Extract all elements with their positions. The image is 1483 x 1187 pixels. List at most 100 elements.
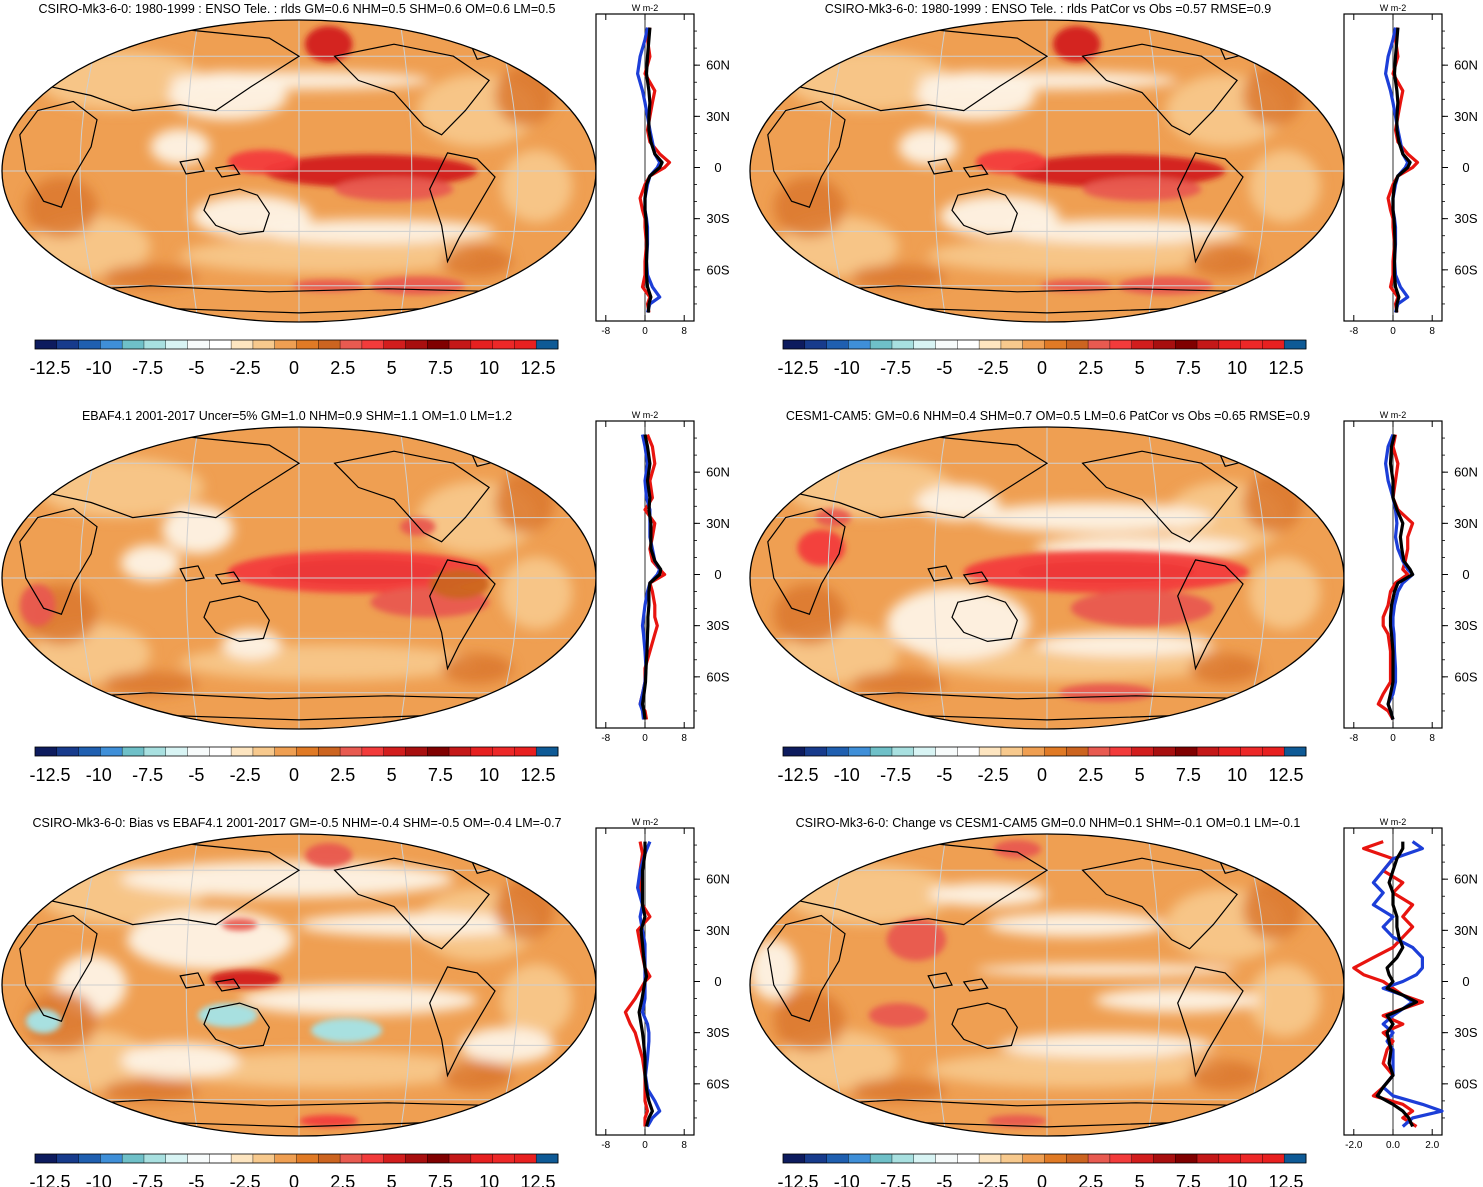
colorbar-swatch [361, 340, 385, 349]
colorbar-swatch [470, 747, 494, 756]
colorbar-swatch [1218, 747, 1242, 756]
colorbar-label: 12.5 [520, 358, 555, 378]
colorbar-swatch [957, 1154, 980, 1163]
colorbar-swatch [187, 747, 210, 756]
colorbar-swatch [165, 1154, 189, 1163]
colorbar-swatch [935, 747, 958, 756]
profile-ytick-label: 30N [1454, 109, 1478, 124]
panel-title: CSIRO-Mk3-6-0: Change vs CESM1-CAM5 GM=0… [796, 816, 1301, 830]
colorbar-label: -7.5 [880, 765, 911, 785]
panel-6: CSIRO-Mk3-6-0: Change vs CESM1-CAM5 GM=0… [749, 816, 1478, 1187]
colorbar-swatch [100, 340, 123, 349]
profile-ytick-label: 0 [1462, 160, 1469, 175]
profile-series-black [643, 27, 664, 313]
colorbar-swatch [1109, 1154, 1133, 1163]
colorbar-swatch [383, 340, 406, 349]
colorbar-label: 2.5 [330, 1172, 355, 1187]
colorbar-swatch [56, 747, 80, 756]
colorbar-swatch [100, 747, 123, 756]
profile-ytick-label: 0 [1462, 567, 1469, 582]
colorbar-swatch [1000, 1154, 1024, 1163]
colorbar-swatch [143, 747, 167, 756]
colorbar-swatch [492, 340, 515, 349]
map-gridlines [750, 834, 1344, 1136]
colorbar-label: -12.5 [777, 358, 818, 378]
colorbar: -12.5 -10 -7.5 -5 -2.5 0 2.5 5 7.5 10 12.5 [777, 339, 1307, 378]
map-gridlines [750, 20, 1344, 322]
colorbar-label: -10 [86, 1172, 112, 1187]
profile-ytick-label: 30N [706, 516, 730, 531]
colorbar: -12.5 -10 -7.5 -5 -2.5 0 2.5 5 7.5 10 12.5 [29, 746, 559, 785]
colorbar-label: -2.5 [230, 358, 261, 378]
colorbar-swatch [1153, 340, 1176, 349]
colorbar-label: 0 [289, 765, 299, 785]
colorbar-label: 12.5 [520, 765, 555, 785]
colorbar-swatch [340, 1154, 363, 1163]
colorbar-swatch [1109, 340, 1133, 349]
profile-ytick-label: 30S [1454, 211, 1477, 226]
profile-ytick-label: 30N [706, 109, 730, 124]
colorbar-swatch [783, 747, 806, 756]
profile-ytick-label: 0 [714, 160, 721, 175]
colorbar-swatch [1088, 340, 1111, 349]
profile-xtick-label: 8 [681, 326, 687, 337]
panel-3: EBAF4.1 2001-2017 Uncer=5% GM=1.0 NHM=0.… [1, 409, 730, 785]
colorbar-swatch [361, 1154, 385, 1163]
panel-title: EBAF4.1 2001-2017 Uncer=5% GM=1.0 NHM=0.… [82, 409, 512, 423]
zonal-profile: W m-2 60N 30N 0 30S 60S -8 0 8 [595, 410, 730, 744]
colorbar-label: 0 [1037, 1172, 1047, 1187]
colorbar-label: 5 [387, 358, 397, 378]
profile-ytick-label: 60S [1454, 669, 1477, 684]
colorbar-swatch [514, 1154, 537, 1163]
zonal-profile: W m-2 60N 30N 0 30S 60S -8 0 8 [1343, 410, 1478, 744]
colorbar-swatch [35, 340, 58, 349]
colorbar-label: 5 [1135, 358, 1145, 378]
map [749, 19, 1345, 323]
colorbar-swatch [470, 1154, 494, 1163]
colorbar-swatch [1240, 747, 1263, 756]
colorbar-swatch [783, 1154, 806, 1163]
colorbar-swatch [209, 1154, 232, 1163]
colorbar-label: -5 [936, 358, 952, 378]
colorbar-swatch [1262, 1154, 1285, 1163]
colorbar-swatch [1000, 340, 1024, 349]
colorbar-swatch [1044, 340, 1067, 349]
colorbar-swatch [252, 340, 276, 349]
colorbar-label: 5 [387, 1172, 397, 1187]
colorbar-swatch [1218, 1154, 1242, 1163]
colorbar-swatch [470, 340, 494, 349]
colorbar-swatch [35, 1154, 58, 1163]
profile-xtick-label: -8 [1349, 733, 1358, 744]
profile-ytick-label: 30S [1454, 1025, 1477, 1040]
colorbar-swatch [848, 1154, 871, 1163]
profile-unit: W m-2 [1380, 817, 1407, 827]
profile-ytick-label: 30N [706, 923, 730, 938]
colorbar-swatch [1153, 747, 1176, 756]
colorbar-label: 2.5 [330, 358, 355, 378]
colorbar-swatch [143, 1154, 167, 1163]
profile-series-black [637, 841, 655, 1127]
colorbar-swatch [826, 340, 849, 349]
colorbar-label: -12.5 [777, 1172, 818, 1187]
colorbar-swatch [1044, 747, 1067, 756]
colorbar-swatch [1022, 340, 1045, 349]
profile-series-black [1375, 841, 1419, 1128]
colorbar-label: 12.5 [520, 1172, 555, 1187]
colorbar-swatch [957, 747, 980, 756]
colorbar-swatch [935, 1154, 958, 1163]
profile-ytick-label: 0 [714, 974, 721, 989]
panel-title: CSIRO-Mk3-6-0: 1980-1999 : ENSO Tele. : … [39, 2, 556, 16]
colorbar-swatch [826, 1154, 849, 1163]
map-gridlines [2, 834, 596, 1136]
colorbar-label: -10 [834, 765, 860, 785]
colorbar-swatch [449, 1154, 472, 1163]
profile-xtick-label: 0 [642, 326, 648, 337]
colorbar-swatch [78, 1154, 101, 1163]
profile-ytick-label: 60S [1454, 262, 1477, 277]
profile-series-black [1386, 434, 1415, 720]
colorbar-label: 12.5 [1268, 765, 1303, 785]
colorbar-swatch [252, 747, 276, 756]
profile-xtick-label: -8 [601, 733, 610, 744]
colorbar-swatch [231, 747, 254, 756]
colorbar-swatch [1022, 747, 1045, 756]
